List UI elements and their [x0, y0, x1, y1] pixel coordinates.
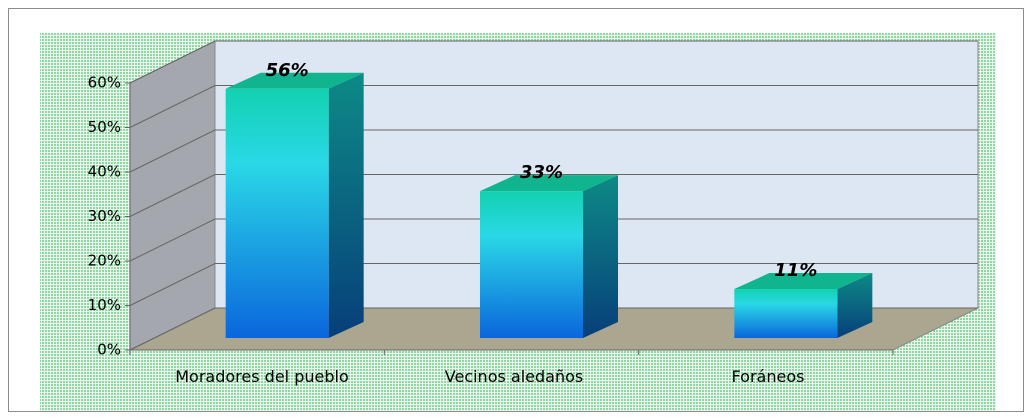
- grid-line: [129, 174, 978, 217]
- bar-top: [734, 273, 873, 290]
- y-tick-label: 50%: [88, 118, 121, 136]
- grid-line: [129, 85, 978, 128]
- y-tick-label: 20%: [88, 252, 121, 270]
- grid-line: [129, 263, 978, 306]
- bar-side: [328, 72, 364, 339]
- x-tick-label: Vecinos aledaños: [444, 367, 584, 386]
- y-tick-label: 60%: [88, 74, 121, 92]
- data-label: 33%: [520, 162, 563, 183]
- data-label: 56%: [266, 60, 309, 81]
- y-tick-label: 40%: [88, 163, 121, 181]
- bar-side: [837, 273, 873, 338]
- grid-line: [129, 40, 978, 84]
- y-tick-label: 0%: [97, 341, 121, 359]
- data-label: 11%: [774, 260, 817, 281]
- grid-line: [129, 307, 978, 351]
- bar: [734, 289, 838, 338]
- bar-side: [583, 175, 618, 338]
- y-tick-label: 10%: [88, 296, 121, 314]
- x-tick-label: Moradores del pueblo: [175, 367, 349, 386]
- grid-line: [129, 129, 978, 173]
- y-tick-label: 30%: [88, 207, 121, 225]
- bar: [225, 88, 329, 338]
- x-tick-label: Foráneos: [731, 367, 805, 386]
- bar-top: [480, 175, 618, 192]
- grid-line: [129, 218, 978, 262]
- bar: [480, 191, 583, 338]
- bar-top: [225, 72, 364, 89]
